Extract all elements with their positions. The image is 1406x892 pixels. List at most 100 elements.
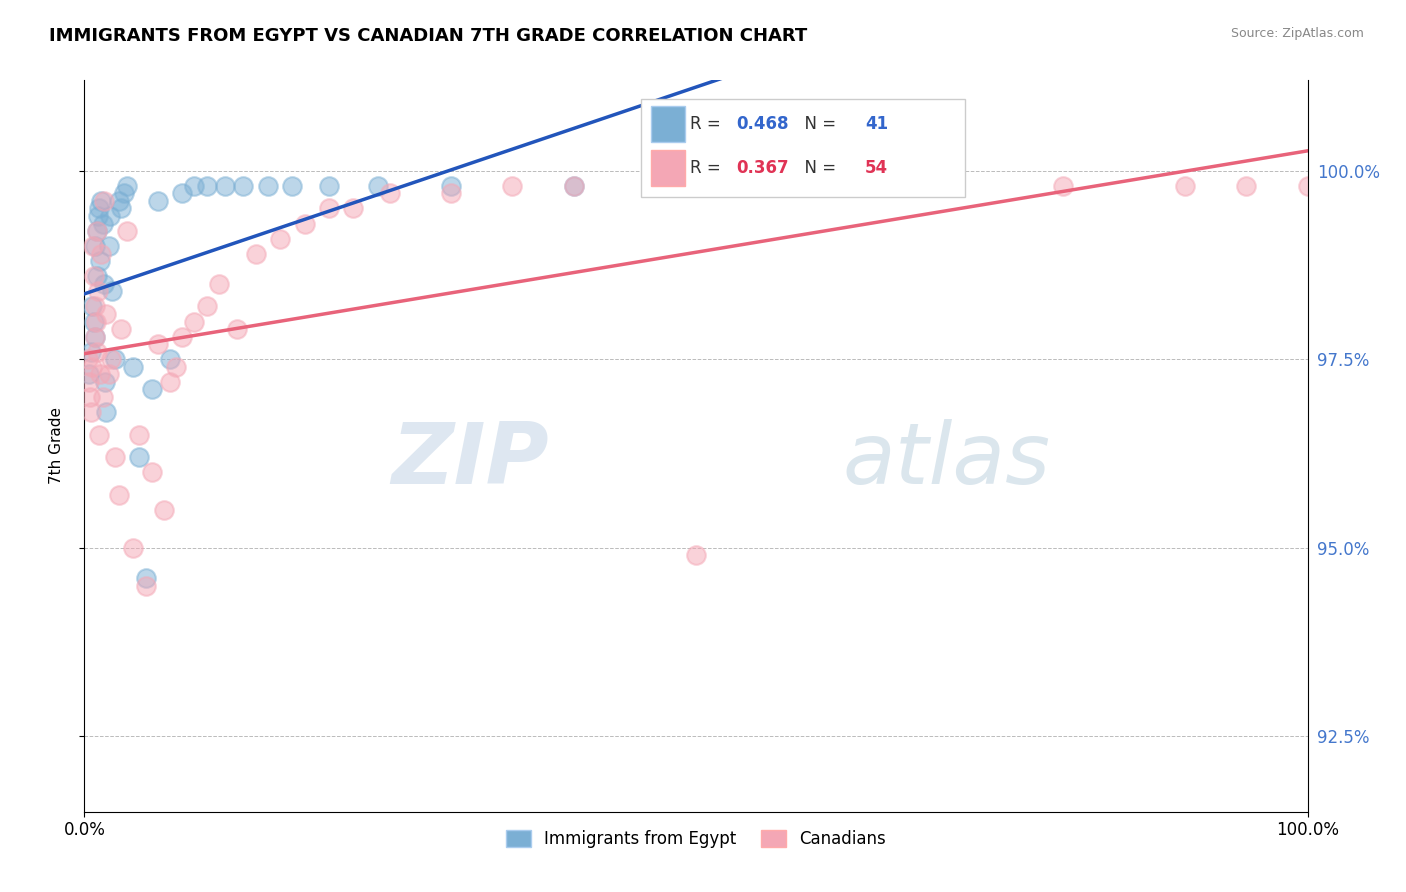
- Point: [93, 194, 115, 208]
- Point: [1296, 178, 1319, 193]
- Point: [93, 277, 115, 291]
- Point: [112, 186, 135, 201]
- Point: [128, 450, 150, 465]
- Point: [110, 322, 132, 336]
- Point: [89, 254, 111, 268]
- Point: [135, 571, 157, 585]
- Point: [84, 329, 107, 343]
- Text: atlas: atlas: [842, 419, 1050, 502]
- Point: [141, 466, 163, 480]
- Point: [146, 194, 169, 208]
- Point: [80, 405, 103, 419]
- Point: [115, 224, 138, 238]
- Point: [86, 224, 108, 238]
- Point: [98, 209, 121, 223]
- Point: [87, 209, 110, 223]
- Text: ZIP: ZIP: [391, 419, 550, 502]
- Point: [294, 217, 316, 231]
- Point: [502, 178, 524, 193]
- Point: [159, 375, 181, 389]
- Point: [84, 315, 107, 329]
- Text: IMMIGRANTS FROM EGYPT VS CANADIAN 7TH GRADE CORRELATION CHART: IMMIGRANTS FROM EGYPT VS CANADIAN 7TH GR…: [49, 27, 807, 45]
- Point: [91, 217, 114, 231]
- Text: R =: R =: [690, 115, 725, 133]
- Legend: Immigrants from Egypt, Canadians: Immigrants from Egypt, Canadians: [499, 823, 893, 855]
- Point: [104, 450, 127, 465]
- Point: [245, 246, 267, 260]
- Point: [83, 315, 105, 329]
- Point: [122, 359, 145, 374]
- Point: [80, 344, 103, 359]
- Point: [929, 178, 952, 193]
- Point: [101, 285, 124, 299]
- Point: [90, 194, 112, 208]
- Point: [83, 239, 105, 253]
- FancyBboxPatch shape: [651, 106, 685, 143]
- Point: [79, 390, 101, 404]
- Point: [96, 307, 118, 321]
- Y-axis label: 7th Grade: 7th Grade: [49, 408, 63, 484]
- Point: [172, 186, 194, 201]
- Point: [208, 277, 231, 291]
- Point: [172, 329, 194, 343]
- Point: [257, 178, 280, 193]
- Point: [195, 178, 218, 193]
- Text: 54: 54: [865, 159, 889, 177]
- Point: [77, 352, 100, 367]
- Point: [195, 300, 218, 314]
- Point: [97, 239, 120, 253]
- Point: [342, 202, 364, 216]
- Point: [685, 549, 707, 563]
- Point: [77, 375, 100, 389]
- Point: [83, 300, 105, 314]
- Point: [82, 359, 104, 374]
- Point: [91, 390, 114, 404]
- Point: [226, 322, 249, 336]
- Point: [84, 329, 107, 343]
- Text: N =: N =: [794, 115, 841, 133]
- Point: [115, 178, 138, 193]
- Point: [269, 232, 291, 246]
- Point: [440, 186, 463, 201]
- Point: [165, 359, 187, 374]
- Point: [107, 194, 129, 208]
- Point: [367, 178, 389, 193]
- Point: [807, 178, 830, 193]
- Point: [94, 375, 117, 389]
- Point: [122, 541, 145, 555]
- Point: [562, 178, 585, 193]
- Text: Source: ZipAtlas.com: Source: ZipAtlas.com: [1230, 27, 1364, 40]
- Point: [1052, 178, 1074, 193]
- Point: [86, 269, 108, 284]
- Point: [87, 202, 110, 216]
- Point: [82, 239, 104, 253]
- Point: [562, 178, 585, 193]
- Point: [83, 269, 105, 284]
- FancyBboxPatch shape: [641, 99, 965, 197]
- Point: [90, 246, 112, 260]
- Point: [440, 178, 463, 193]
- Text: R =: R =: [690, 159, 725, 177]
- Point: [100, 352, 122, 367]
- Point: [141, 383, 163, 397]
- Point: [380, 186, 402, 201]
- Point: [183, 178, 205, 193]
- Point: [183, 315, 205, 329]
- FancyBboxPatch shape: [651, 150, 685, 186]
- Text: N =: N =: [794, 159, 841, 177]
- Point: [318, 178, 340, 193]
- Point: [107, 488, 129, 502]
- Point: [153, 503, 176, 517]
- Point: [97, 368, 120, 382]
- Point: [87, 285, 110, 299]
- Text: 0.367: 0.367: [737, 159, 789, 177]
- Point: [159, 352, 181, 367]
- Point: [86, 344, 108, 359]
- Point: [82, 300, 104, 314]
- Point: [110, 202, 132, 216]
- Point: [104, 352, 127, 367]
- Point: [128, 427, 150, 442]
- Point: [281, 178, 304, 193]
- Point: [87, 427, 110, 442]
- Point: [214, 178, 236, 193]
